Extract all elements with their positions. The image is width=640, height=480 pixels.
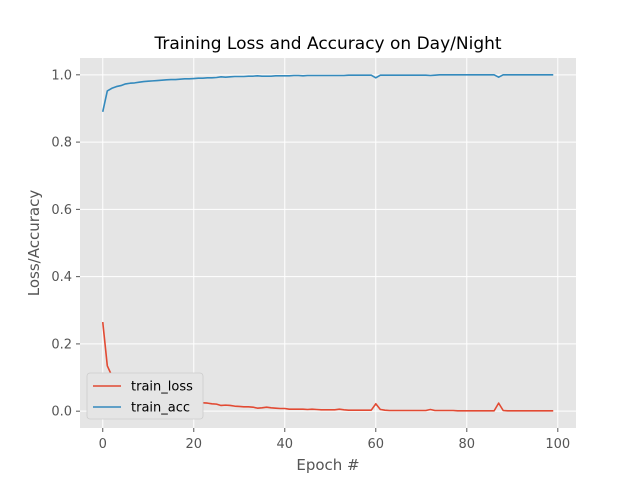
y-tick-label: 1.0 bbox=[51, 68, 72, 83]
tick-marks bbox=[76, 74, 559, 432]
legend-label-train-loss: train_loss bbox=[131, 380, 193, 395]
plot-area bbox=[80, 58, 576, 428]
y-tick-label: 0.4 bbox=[51, 270, 72, 285]
y-axis-label: Loss/Accuracy bbox=[25, 190, 43, 297]
y-tick-label: 0.8 bbox=[51, 136, 72, 151]
y-tick-label: 0.6 bbox=[51, 203, 72, 218]
legend-label-train-acc: train_acc bbox=[131, 401, 190, 416]
x-axis-label: Epoch # bbox=[296, 456, 359, 474]
chart-title: Training Loss and Accuracy on Day/Night bbox=[153, 34, 501, 54]
y-tick-label: 0.2 bbox=[51, 337, 72, 352]
x-tick-label: 20 bbox=[185, 437, 202, 452]
grid bbox=[80, 58, 576, 428]
x-tick-label: 100 bbox=[545, 437, 570, 452]
series-line-train-acc bbox=[101, 74, 554, 112]
x-tick-label: 0 bbox=[99, 437, 107, 452]
legend: train_loss train_acc bbox=[86, 372, 204, 420]
y-axis-ticks: 0.0 0.2 0.4 0.6 0.8 1.0 bbox=[51, 68, 72, 419]
x-tick-label: 80 bbox=[459, 437, 476, 452]
x-axis-ticks: 0 20 40 60 80 100 bbox=[99, 437, 571, 452]
x-tick-label: 40 bbox=[276, 437, 293, 452]
x-tick-label: 60 bbox=[368, 437, 385, 452]
y-tick-label: 0.0 bbox=[51, 405, 72, 420]
